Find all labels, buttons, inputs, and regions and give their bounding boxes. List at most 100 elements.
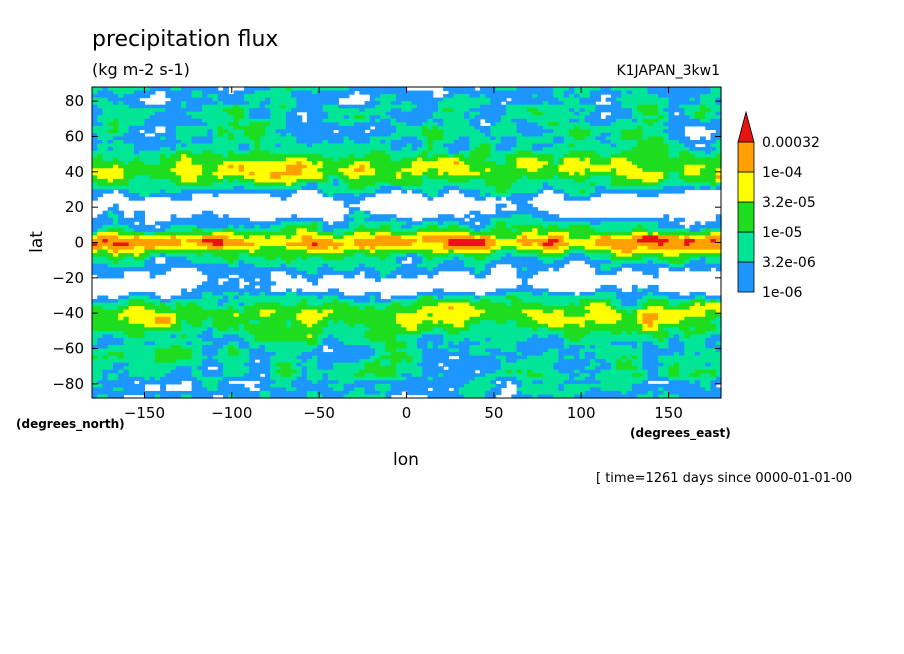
field-cell <box>296 178 303 184</box>
field-cell <box>191 302 198 307</box>
field-cell <box>112 101 119 106</box>
field-cell <box>406 383 413 388</box>
field-cell <box>123 129 130 134</box>
field-cell <box>170 157 177 162</box>
field-cell <box>154 111 161 116</box>
field-cell <box>144 330 151 335</box>
field-cell <box>107 140 114 145</box>
field-cell <box>317 267 324 272</box>
field-cell <box>223 299 229 304</box>
field-cell <box>301 302 308 307</box>
field-cell <box>233 246 240 251</box>
field-cell <box>280 182 287 187</box>
field-cell <box>165 362 172 367</box>
field-cell <box>254 111 261 116</box>
field-cell <box>254 97 261 102</box>
field-cell <box>380 306 387 311</box>
field-cell <box>128 164 135 169</box>
field-cell <box>186 231 193 237</box>
field-cell <box>280 178 287 184</box>
field-cell <box>375 221 381 226</box>
field-cell <box>380 309 387 314</box>
field-cell <box>97 242 104 247</box>
field-cell <box>312 327 318 332</box>
field-cell <box>306 373 313 378</box>
field-cell <box>385 101 392 106</box>
field-cell <box>186 147 193 152</box>
field-cell <box>102 352 109 357</box>
field-cell <box>97 147 104 152</box>
field-cell <box>327 341 334 346</box>
field-cell <box>406 299 413 304</box>
field-cell <box>160 299 166 304</box>
field-cell <box>154 238 161 244</box>
field-cell <box>212 316 219 321</box>
field-cell <box>144 253 151 258</box>
field-cell <box>228 330 235 335</box>
field-cell <box>154 344 161 350</box>
field-cell <box>228 125 235 131</box>
field-cell <box>196 284 203 290</box>
field-cell <box>385 242 392 247</box>
field-cell <box>280 189 287 194</box>
field-cell <box>186 108 193 113</box>
field-cell <box>291 267 298 272</box>
field-cell <box>301 168 308 173</box>
field-cell <box>139 140 146 145</box>
field-cell <box>375 299 381 304</box>
field-cell <box>196 369 203 374</box>
field-cell <box>259 150 266 155</box>
field-cell <box>270 97 277 102</box>
field-cell <box>144 189 151 194</box>
field-cell <box>181 260 187 265</box>
field-cell <box>259 277 266 282</box>
field-cell <box>249 274 256 279</box>
field-cell <box>416 309 423 314</box>
field-cell <box>196 253 203 258</box>
field-cell <box>291 380 298 385</box>
field-cell <box>244 299 250 304</box>
field-cell <box>275 238 282 244</box>
field-cell <box>280 228 287 233</box>
field-cell <box>296 157 303 162</box>
field-cell <box>259 97 266 102</box>
field-cell <box>291 115 298 120</box>
field-cell <box>348 295 355 300</box>
field-cell <box>249 235 256 240</box>
field-cell <box>385 231 392 237</box>
field-cell <box>354 185 360 191</box>
field-cell <box>249 352 256 357</box>
field-cell <box>348 175 355 180</box>
field-cell <box>128 143 135 148</box>
field-cell <box>202 376 208 381</box>
field-cell <box>416 221 423 226</box>
field-cell <box>385 267 392 272</box>
field-cell <box>254 267 261 272</box>
field-cell <box>280 366 287 371</box>
field-cell <box>149 129 156 134</box>
field-cell <box>244 242 250 247</box>
field-cell <box>364 221 371 226</box>
field-cell <box>427 383 434 388</box>
field-cell <box>291 383 298 388</box>
field-cell <box>270 185 277 191</box>
field-cell <box>128 97 135 102</box>
field-cell <box>144 108 151 113</box>
field-cell <box>191 143 198 148</box>
field-cell <box>97 373 104 378</box>
field-cell <box>359 111 366 116</box>
field-cell <box>97 256 104 261</box>
field-cell <box>411 90 418 95</box>
field-cell <box>333 249 339 254</box>
field-cell <box>296 246 303 251</box>
field-cell <box>102 387 109 392</box>
field-cell <box>217 90 224 95</box>
field-cell <box>154 122 161 127</box>
field-cell <box>217 376 224 381</box>
field-cell <box>181 231 187 237</box>
field-cell <box>280 115 287 120</box>
field-cell <box>92 108 98 113</box>
field-cell <box>306 253 313 258</box>
field-cell <box>259 359 266 364</box>
field-cell <box>160 221 166 226</box>
